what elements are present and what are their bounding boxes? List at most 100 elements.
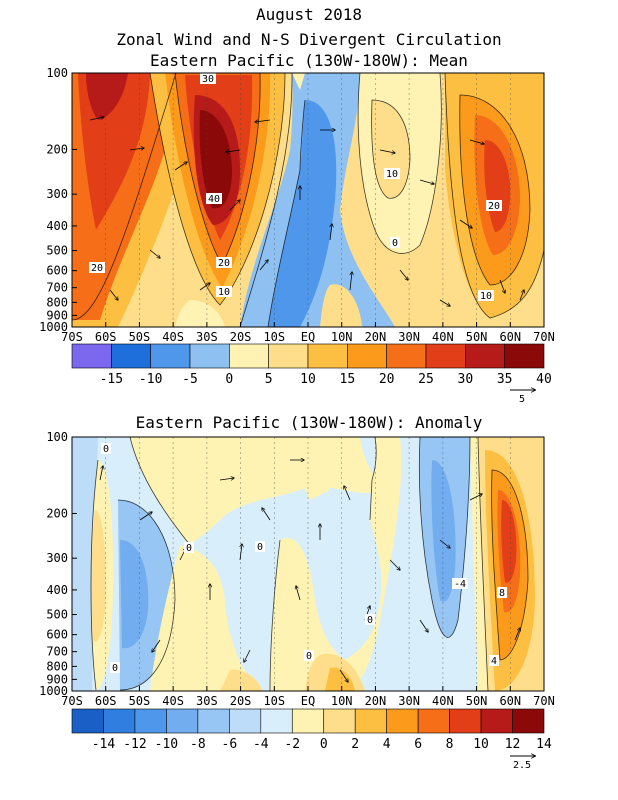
anomaly-contour-label: 0 bbox=[186, 543, 192, 554]
colorbar-swatch bbox=[425, 343, 466, 369]
mean-contour-label: 10 bbox=[480, 291, 492, 302]
y-tick-label: 100 bbox=[46, 430, 68, 444]
colorbar-label: 4 bbox=[383, 737, 391, 752]
anomaly-plot: 0 0 0 0 0 0 -4 8 4 70S 60S 50S 40S 30S 20S 10S… bbox=[39, 430, 555, 708]
x-tick-label: EQ bbox=[301, 694, 315, 708]
colorbar-swatch bbox=[386, 343, 427, 369]
x-tick-label: 50S bbox=[129, 330, 151, 344]
colorbar-label: -6 bbox=[222, 737, 238, 752]
colorbar-swatch bbox=[512, 708, 545, 734]
mean-contour-label: 30 bbox=[202, 74, 214, 85]
anomaly-contour-label: 0 bbox=[257, 542, 263, 553]
colorbar-label: 40 bbox=[536, 372, 552, 387]
x-tick-label: 70N bbox=[533, 330, 555, 344]
y-tick-label: 1000 bbox=[39, 320, 68, 334]
colorbar-swatch bbox=[354, 708, 387, 734]
figure-main-title: Zonal Wind and N-S Divergent Circulation bbox=[116, 30, 501, 49]
x-tick-label: 70N bbox=[533, 694, 555, 708]
x-tick-label: 40N bbox=[432, 694, 454, 708]
x-tick-label: 60S bbox=[95, 330, 117, 344]
x-tick-label: 10N bbox=[331, 694, 353, 708]
colorbar-swatch bbox=[307, 343, 348, 369]
anomaly-contour-label: 0 bbox=[306, 651, 312, 662]
x-tick-label: 70S bbox=[61, 694, 83, 708]
anomaly-contour-label: 8 bbox=[499, 588, 505, 599]
x-tick-label: EQ bbox=[301, 330, 315, 344]
x-tick-label: 70S bbox=[61, 330, 83, 344]
colorbar-label: 14 bbox=[536, 737, 552, 752]
x-tick-label: 60N bbox=[499, 330, 521, 344]
mean-contour-label: 20 bbox=[488, 201, 500, 212]
x-tick-label: 30N bbox=[398, 694, 420, 708]
colorbar-swatch bbox=[449, 708, 482, 734]
x-tick-label: 10S bbox=[263, 694, 285, 708]
x-tick-label: 20S bbox=[230, 694, 252, 708]
mean-contour-label: 20 bbox=[218, 258, 230, 269]
colorbar-label: -10 bbox=[139, 372, 162, 387]
colorbar-label: 25 bbox=[418, 372, 434, 387]
x-tick-label: 50N bbox=[466, 694, 488, 708]
mean-contour-label: 40 bbox=[208, 194, 220, 205]
y-tick-label: 700 bbox=[46, 645, 68, 659]
x-tick-label: 30S bbox=[196, 694, 218, 708]
mean-panel-title: Eastern Pacific (130W-180W): Mean bbox=[150, 51, 468, 70]
x-tick-label: 10N bbox=[331, 330, 353, 344]
anomaly-axes: 70S 60S 50S 40S 30S 20S 10S EQ 10N 20N 30N 40N 50N 60… bbox=[39, 430, 555, 708]
colorbar-label: -4 bbox=[253, 737, 269, 752]
x-tick-label: 20N bbox=[365, 330, 387, 344]
anomaly-reference-vector: 2.5 bbox=[510, 756, 535, 771]
anomaly-reference-vector-label: 2.5 bbox=[513, 760, 531, 771]
colorbar-swatch bbox=[71, 708, 104, 734]
colorbar-swatch bbox=[150, 343, 191, 369]
colorbar-label: 20 bbox=[379, 372, 395, 387]
colorbar-swatch bbox=[347, 343, 387, 369]
colorbar-swatch bbox=[417, 708, 450, 734]
mean-contour-labels: 30 40 20 10 20 10 0 20 10 bbox=[89, 73, 502, 302]
y-tick-label: 200 bbox=[46, 142, 68, 156]
anomaly-contour-label: 4 bbox=[491, 656, 497, 667]
colorbar-swatch bbox=[166, 708, 199, 734]
anomaly-contour-label: 0 bbox=[367, 615, 373, 626]
colorbar-label: -8 bbox=[190, 737, 206, 752]
anomaly-contour-label: 0 bbox=[112, 663, 118, 674]
colorbar-label: -2 bbox=[284, 737, 300, 752]
colorbar-swatch bbox=[134, 708, 167, 734]
y-tick-label: 600 bbox=[46, 264, 68, 278]
x-tick-label: 40N bbox=[432, 330, 454, 344]
colorbar-swatch bbox=[229, 708, 262, 734]
colorbar-label: 15 bbox=[340, 372, 356, 387]
colorbar-swatch bbox=[71, 343, 112, 369]
colorbar-label: 0 bbox=[225, 372, 233, 387]
y-tick-label: 900 bbox=[46, 308, 68, 322]
x-tick-label: 60S bbox=[95, 694, 117, 708]
colorbar-swatch bbox=[111, 343, 151, 369]
colorbar-swatch bbox=[103, 708, 136, 734]
y-tick-label: 700 bbox=[46, 281, 68, 295]
colorbar-label: -5 bbox=[182, 372, 198, 387]
mean-contour-label: 0 bbox=[392, 238, 398, 249]
mean-divergent-circulation-vectors bbox=[89, 117, 524, 306]
colorbar-swatch bbox=[291, 708, 325, 734]
x-tick-label: 60N bbox=[499, 694, 521, 708]
y-tick-label: 300 bbox=[46, 187, 68, 201]
anomaly-contour-labels: 0 0 0 0 0 0 -4 8 4 bbox=[101, 443, 507, 674]
x-tick-label: 10S bbox=[263, 330, 285, 344]
colorbar-swatch bbox=[386, 708, 419, 734]
colorbar-label: 0 bbox=[320, 737, 328, 752]
mean-field bbox=[72, 73, 544, 327]
y-tick-label: 800 bbox=[46, 659, 68, 673]
colorbar-label: 8 bbox=[446, 737, 454, 752]
x-tick-label: 50S bbox=[129, 694, 151, 708]
colorbar-label: 30 bbox=[458, 372, 474, 387]
mean-reference-vector: 5 bbox=[510, 390, 535, 405]
colorbar-label: -12 bbox=[123, 737, 146, 752]
colorbar-label: -10 bbox=[155, 737, 178, 752]
colorbar-swatch bbox=[260, 708, 293, 734]
x-tick-label: 30S bbox=[196, 330, 218, 344]
colorbar-label: -15 bbox=[100, 372, 123, 387]
y-tick-label: 800 bbox=[46, 295, 68, 309]
y-tick-label: 300 bbox=[46, 551, 68, 565]
y-tick-label: 200 bbox=[46, 506, 68, 520]
y-tick-label: 900 bbox=[46, 672, 68, 686]
